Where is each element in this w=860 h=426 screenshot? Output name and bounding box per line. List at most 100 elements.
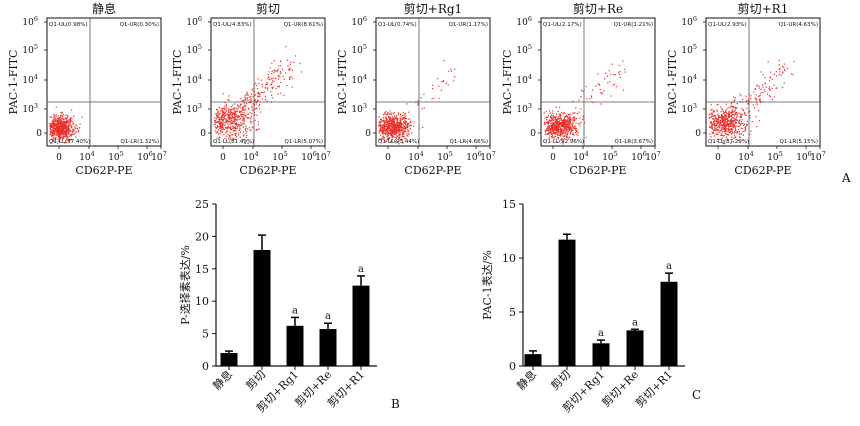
event-dot	[64, 135, 66, 137]
event-dot	[257, 124, 259, 126]
event-dot	[716, 123, 718, 125]
event-dot	[60, 128, 63, 130]
x-tick-exponent: 5	[449, 150, 453, 158]
event-dot	[741, 123, 743, 125]
event-dot	[397, 130, 399, 132]
event-dot	[556, 125, 558, 127]
event-dot	[549, 128, 551, 130]
event-dot	[51, 138, 53, 140]
event-dot	[233, 122, 235, 124]
event-dot	[244, 105, 246, 107]
event-dot	[544, 123, 546, 125]
event-dot	[62, 125, 64, 128]
event-dot	[725, 123, 728, 125]
event-dot	[68, 140, 70, 142]
event-dot	[548, 128, 550, 130]
event-dot	[732, 122, 734, 124]
event-dot	[445, 82, 447, 84]
event-dot	[399, 124, 401, 126]
event-dot	[267, 76, 269, 78]
x-tick-base: 10	[137, 153, 149, 163]
x-tick-exponent: 7	[822, 150, 826, 158]
event-dot	[573, 120, 575, 122]
x-tick-base: 10	[108, 153, 120, 163]
event-dot	[613, 74, 615, 76]
event-dot	[557, 136, 559, 138]
event-dot	[55, 138, 57, 140]
event-dot	[716, 126, 718, 128]
event-dot	[567, 128, 569, 130]
event-dot	[226, 126, 228, 128]
event-dot	[601, 93, 603, 95]
event-dot	[224, 105, 226, 107]
event-dot	[575, 129, 577, 131]
event-dot	[726, 125, 728, 127]
event-dot	[769, 89, 771, 91]
event-dot	[555, 127, 557, 129]
event-dot	[61, 129, 64, 131]
event-dot	[555, 128, 557, 130]
x-tick-label: 107	[810, 150, 826, 163]
bar	[286, 325, 304, 366]
event-dot	[556, 141, 558, 143]
x-tick-label: 105	[272, 150, 288, 163]
event-dot	[764, 82, 766, 84]
event-dot	[717, 121, 720, 123]
event-dot	[723, 128, 725, 130]
event-dot	[231, 138, 233, 140]
event-dot	[721, 113, 723, 116]
event-dot	[389, 113, 391, 115]
event-dot	[259, 108, 261, 110]
event-dot	[242, 107, 244, 109]
event-dot	[781, 87, 784, 89]
event-dot	[733, 135, 736, 137]
event-dot	[559, 126, 561, 128]
event-dot	[781, 65, 784, 68]
event-dot	[399, 128, 401, 130]
event-dot	[556, 130, 558, 132]
event-dot	[735, 116, 738, 118]
event-dot	[561, 132, 563, 135]
event-dot	[717, 114, 719, 116]
event-dot	[782, 72, 784, 74]
event-dot	[261, 86, 263, 88]
event-dot	[240, 115, 242, 117]
event-dot	[248, 113, 250, 115]
event-dot	[564, 126, 566, 128]
event-dot	[70, 120, 72, 122]
event-dot	[61, 120, 63, 122]
event-dot	[243, 99, 245, 101]
event-dot	[564, 121, 566, 123]
event-dot	[719, 123, 722, 125]
event-dot	[238, 116, 240, 118]
event-dot	[216, 121, 218, 123]
event-dot	[753, 107, 755, 109]
event-dot	[223, 124, 225, 126]
y-tick-label: 104	[22, 73, 38, 86]
event-dot	[390, 122, 392, 125]
event-dot	[218, 117, 220, 119]
event-dot	[56, 125, 58, 127]
event-dot	[729, 129, 731, 131]
event-dot	[387, 122, 389, 124]
event-dot	[386, 135, 388, 137]
event-dot	[60, 112, 62, 114]
x-tick-label: 剪切+R1	[632, 367, 675, 410]
event-dot	[230, 129, 232, 131]
x-tick-label: 104	[79, 150, 95, 163]
event-dot	[432, 84, 434, 86]
event-dot	[243, 109, 245, 111]
event-dot	[716, 120, 718, 122]
event-dot	[53, 120, 55, 122]
event-dot	[559, 119, 561, 121]
event-dot	[228, 114, 230, 116]
event-dot	[239, 104, 241, 107]
event-dot	[62, 125, 64, 127]
event-dot	[387, 131, 389, 133]
event-dot	[393, 133, 395, 135]
event-dot	[57, 142, 59, 144]
x-tick-exponent: 4	[750, 150, 754, 158]
event-dot	[549, 135, 551, 137]
event-dot	[760, 92, 762, 94]
event-dot	[578, 111, 580, 113]
